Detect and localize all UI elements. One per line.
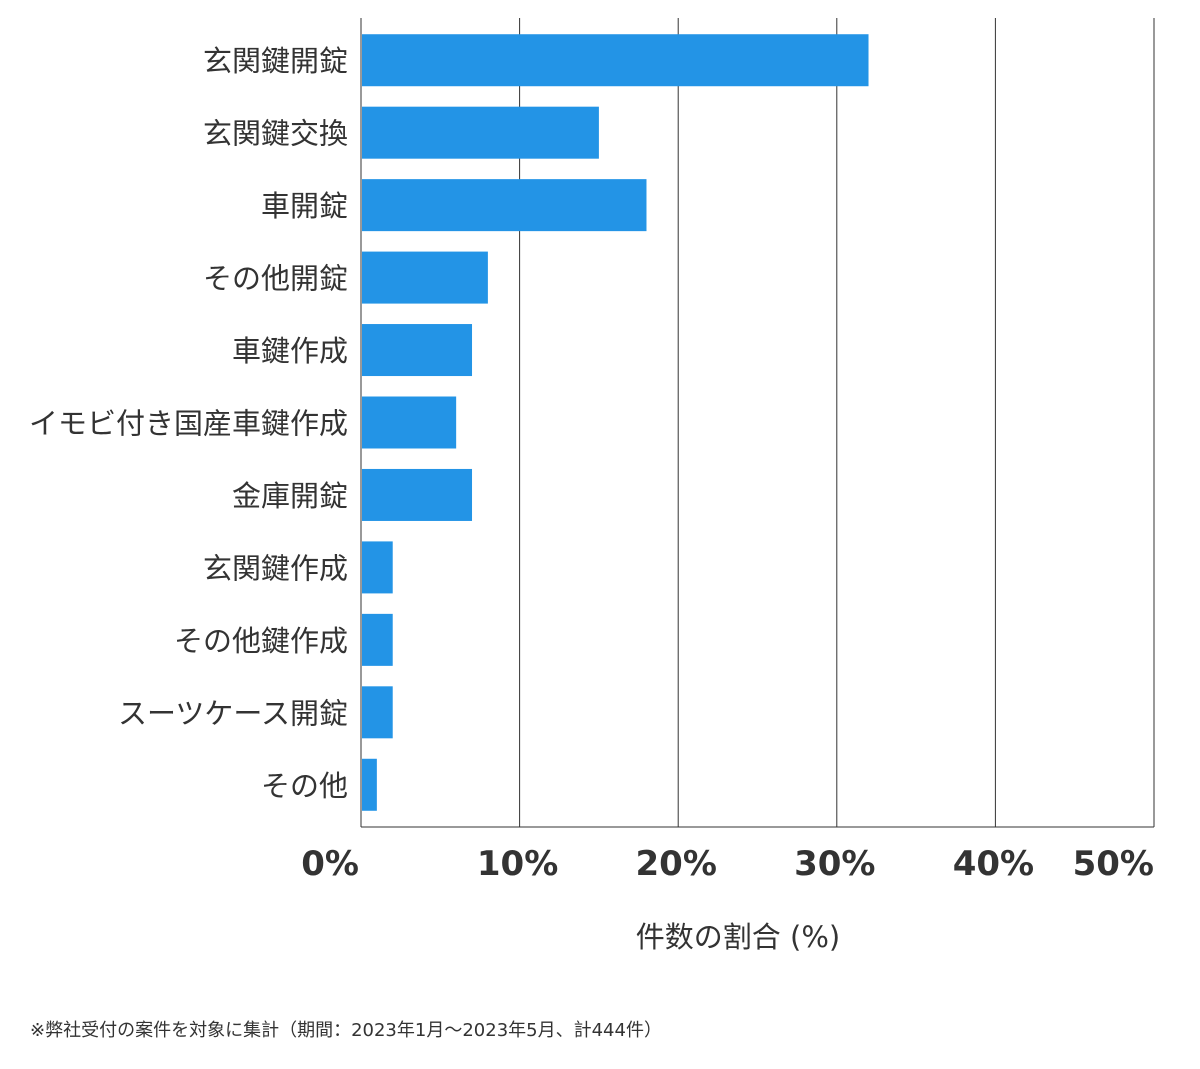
- x-tick-label: 10%: [477, 844, 558, 884]
- category-label: スーツケース開錠: [118, 696, 348, 730]
- category-label: イモビ付き国産車鍵作成: [29, 407, 348, 441]
- bar: [362, 324, 473, 377]
- bars: [360, 18, 869, 827]
- x-tick-label: 30%: [794, 844, 875, 884]
- bar: [362, 686, 393, 739]
- category-label: その他開錠: [203, 262, 348, 296]
- category-label: 玄関鍵交換: [203, 117, 348, 151]
- footnote: ※弊社受付の案件を対象に集計（期間：2023年1月～2023年5月、計444件）: [30, 1020, 662, 1041]
- bar: [362, 758, 377, 811]
- bar: [362, 396, 457, 449]
- bar: [362, 251, 488, 304]
- x-tick-label: 0%: [301, 844, 359, 884]
- category-label: その他: [261, 769, 348, 803]
- x-tick-labels: 0% 10% 20% 30% 40% 50%: [301, 844, 1154, 884]
- category-labels: 玄関鍵開錠玄関鍵交換車開錠その他開錠車鍵作成イモビ付き国産車鍵作成金庫開錠玄関鍵…: [29, 44, 348, 803]
- bar: [362, 179, 647, 232]
- category-label: その他鍵作成: [174, 624, 348, 658]
- category-label: 玄関鍵作成: [203, 551, 348, 585]
- category-label: 車鍵作成: [232, 334, 348, 368]
- bar: [362, 468, 473, 521]
- bar: [362, 106, 599, 159]
- bar: [362, 613, 393, 666]
- x-tick-label: 20%: [636, 844, 717, 884]
- bar: [362, 541, 393, 594]
- x-tick-label: 50%: [1073, 844, 1154, 884]
- x-axis-title: 件数の割合 (%): [636, 920, 840, 954]
- x-tick-label: 40%: [953, 844, 1034, 884]
- category-label: 玄関鍵開錠: [203, 44, 348, 78]
- category-label: 金庫開錠: [232, 479, 348, 513]
- bar: [362, 34, 869, 87]
- category-label: 車開錠: [261, 189, 348, 223]
